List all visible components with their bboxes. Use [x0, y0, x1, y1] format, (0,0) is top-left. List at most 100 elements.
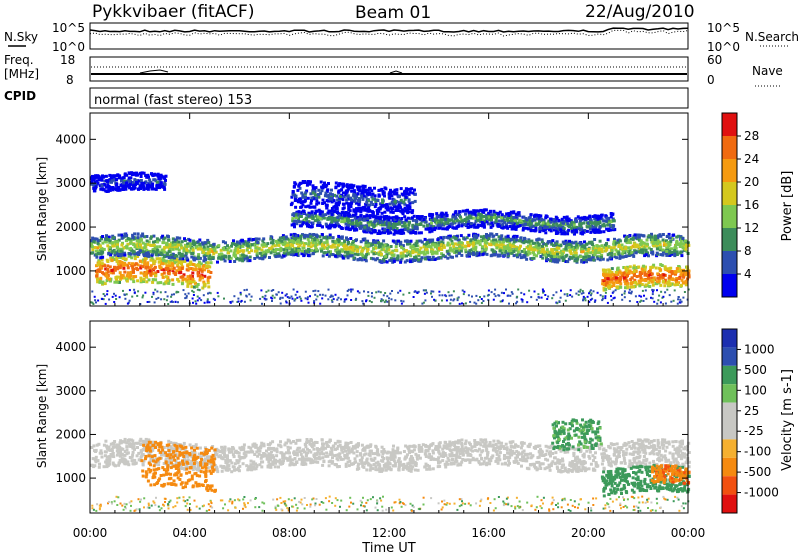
power-cell: [282, 254, 286, 258]
power-cell: [638, 270, 642, 274]
power-cell: [632, 264, 636, 268]
power-cell: [608, 256, 612, 260]
power-cell: [406, 229, 410, 233]
power-cell: [338, 182, 342, 186]
power-cell: [359, 226, 363, 230]
power-cell: [533, 213, 537, 217]
power-cell: [365, 230, 369, 234]
power-cell: [528, 242, 532, 246]
power-cell: [115, 182, 119, 186]
power-cell: [103, 179, 107, 183]
power-cell: [385, 247, 389, 251]
power-cell: [630, 281, 634, 285]
power-cell: [476, 225, 480, 229]
power-cell: [411, 191, 415, 195]
power-cell: [399, 198, 403, 202]
power-cell: [300, 191, 304, 195]
power-cell: [96, 277, 99, 281]
power-cell: [618, 254, 622, 258]
power-cell: [323, 194, 327, 198]
power-cell: [374, 246, 377, 250]
power-cell: [627, 270, 631, 274]
power-cell: [505, 225, 509, 229]
power-cell: [496, 223, 500, 227]
power-cell: [422, 218, 426, 221]
power-cell: [380, 247, 384, 251]
power-cell: [438, 215, 442, 219]
power-cell: [207, 257, 211, 261]
power-cell: [243, 240, 247, 244]
power-cell: [422, 245, 426, 249]
power-cell: [577, 227, 581, 231]
power-cell: [156, 240, 160, 244]
power-cell: [492, 216, 496, 219]
power-cell: [639, 279, 643, 283]
power-cell: [145, 239, 149, 243]
power-cell: [165, 268, 169, 271]
power-cell: [295, 247, 299, 251]
power-cell: [371, 203, 375, 206]
power-cell: [455, 246, 459, 250]
power-cell: [437, 221, 441, 225]
power-cell: [661, 248, 665, 252]
power-cell: [659, 245, 663, 249]
power-cell: [246, 246, 250, 250]
power-cell: [582, 244, 586, 248]
power-cell: [414, 241, 418, 245]
power-cell: [216, 260, 219, 264]
power-cell: [459, 234, 463, 238]
power-cell: [302, 254, 306, 258]
power-cell: [660, 264, 664, 267]
power-cell: [101, 250, 105, 254]
power-cell: [316, 217, 320, 221]
power-cell: [659, 234, 663, 238]
power-cell: [206, 247, 210, 251]
power-cell: [363, 206, 367, 210]
power-cell: [133, 252, 137, 256]
power-cell: [426, 245, 430, 248]
power-cell: [127, 254, 131, 258]
power-cell: [296, 188, 300, 192]
power-cell: [320, 210, 324, 214]
power-cell: [177, 248, 181, 252]
power-cell: [153, 173, 157, 177]
power-cell: [112, 244, 116, 248]
power-cell: [132, 243, 136, 246]
power-cell: [514, 219, 518, 223]
power-cell: [241, 238, 244, 242]
power-cell: [376, 216, 380, 220]
power-cell: [507, 214, 511, 217]
power-cell: [157, 260, 161, 264]
power-cell: [115, 178, 118, 181]
power-cell: [568, 239, 571, 243]
power-cell: [560, 232, 564, 236]
power-cell: [150, 235, 153, 239]
power-cell: [607, 217, 610, 220]
power-cell: [511, 243, 515, 247]
power-cell: [110, 258, 114, 262]
power-cell: [173, 256, 177, 260]
power-cell: [227, 257, 231, 261]
power-cell: [121, 263, 125, 267]
power-cell: [364, 259, 368, 263]
power-cell: [616, 266, 620, 270]
power-cell: [651, 283, 655, 287]
power-cell: [383, 231, 387, 235]
power-cell: [114, 251, 118, 255]
power-cell: [131, 181, 135, 185]
power-cell: [343, 250, 347, 254]
power-cell: [457, 249, 461, 253]
power-cell: [151, 252, 155, 256]
power-cell: [576, 215, 580, 219]
power-cell: [655, 282, 659, 286]
power-cell: [665, 253, 669, 257]
power-cell: [122, 266, 126, 270]
power-cell: [385, 260, 389, 264]
power-cell: [430, 258, 434, 261]
power-cell: [555, 258, 559, 262]
power-cell: [366, 193, 370, 197]
power-cell: [619, 246, 623, 250]
power-cell: [440, 248, 444, 251]
power-cell: [185, 256, 189, 260]
power-cell: [101, 241, 105, 245]
